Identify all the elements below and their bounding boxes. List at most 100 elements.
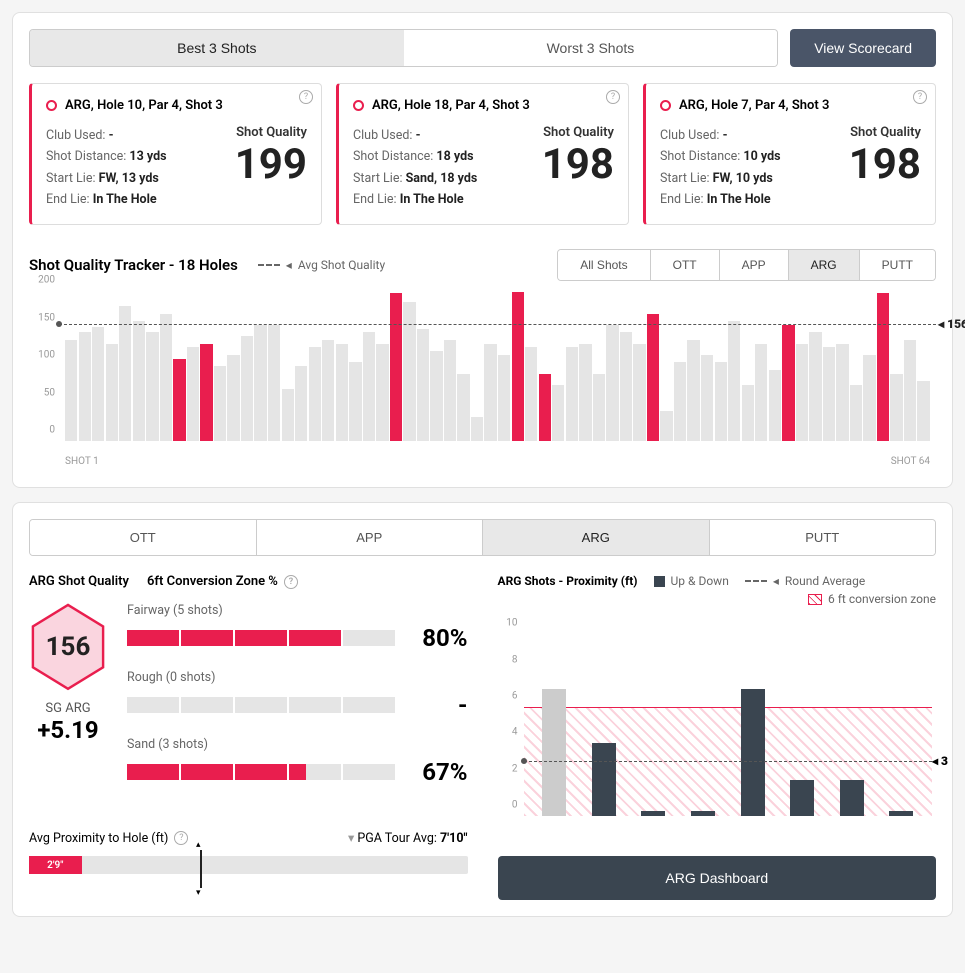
shot-card[interactable]: ? ARG, Hole 7, Par 4, Shot 3 Club Used: …: [643, 83, 936, 225]
filter-tab-ott[interactable]: OTT: [651, 250, 720, 280]
tracker-bar[interactable]: [877, 293, 889, 442]
tracker-bar[interactable]: [173, 359, 185, 442]
prox-bar[interactable]: [790, 780, 814, 816]
info-icon[interactable]: ?: [174, 831, 188, 845]
tracker-bar[interactable]: [471, 417, 483, 441]
tracker-bar[interactable]: [809, 332, 821, 441]
sq-value: 199: [235, 140, 307, 189]
tracker-bar[interactable]: [674, 362, 686, 441]
tracker-bar[interactable]: [390, 293, 402, 442]
tracker-bar[interactable]: [904, 340, 916, 441]
info-icon[interactable]: ?: [284, 575, 298, 589]
tracker-bar[interactable]: [579, 344, 591, 442]
bottom-tab-app[interactable]: APP: [257, 520, 484, 555]
tracker-bar[interactable]: [187, 347, 199, 441]
tracker-bar[interactable]: [687, 340, 699, 441]
prox-bar[interactable]: [592, 743, 616, 816]
filter-tab-all-shots[interactable]: All Shots: [558, 250, 650, 280]
view-scorecard-button[interactable]: View Scorecard: [790, 29, 936, 67]
worst-shots-tab[interactable]: Worst 3 Shots: [404, 30, 778, 66]
tracker-bar[interactable]: [863, 355, 875, 441]
tracker-bar[interactable]: [376, 344, 388, 442]
bottom-tab-putt[interactable]: PUTT: [710, 520, 936, 555]
prox-bar[interactable]: [741, 689, 765, 816]
tracker-bar[interactable]: [715, 362, 727, 441]
tracker-bar[interactable]: [241, 336, 253, 441]
tracker-bar[interactable]: [349, 362, 361, 441]
tracker-bar[interactable]: [79, 332, 91, 441]
filter-tab-putt[interactable]: PUTT: [860, 250, 935, 280]
ring-icon: [353, 100, 364, 111]
shot-card[interactable]: ? ARG, Hole 18, Par 4, Shot 3 Club Used:…: [336, 83, 629, 225]
tracker-bar[interactable]: [484, 344, 496, 442]
tracker-bar[interactable]: [728, 321, 740, 441]
best-shots-tab[interactable]: Best 3 Shots: [30, 30, 404, 66]
tracker-bar[interactable]: [322, 340, 334, 441]
tracker-bar[interactable]: [200, 344, 212, 442]
help-icon[interactable]: ?: [606, 90, 620, 104]
tracker-bar[interactable]: [106, 344, 118, 442]
tracker-bar[interactable]: [268, 325, 280, 441]
tracker-bar[interactable]: [444, 340, 456, 441]
tracker-bar[interactable]: [498, 355, 510, 441]
filter-tab-arg[interactable]: ARG: [789, 250, 860, 280]
tracker-bar[interactable]: [769, 370, 781, 441]
tracker-bar[interactable]: [133, 321, 145, 441]
tracker-bar[interactable]: [742, 385, 754, 441]
tracker-bar[interactable]: [647, 314, 659, 442]
prox-bar[interactable]: [641, 811, 665, 816]
prox-bar[interactable]: [840, 780, 864, 816]
bottom-tab-arg[interactable]: ARG: [483, 520, 710, 555]
tracker-bar[interactable]: [917, 381, 929, 441]
help-icon[interactable]: ?: [299, 90, 313, 104]
tracker-bar[interactable]: [146, 332, 158, 441]
tracker-bar[interactable]: [796, 344, 808, 442]
tracker-bar[interactable]: [620, 332, 632, 441]
conversion-row: Sand (3 shots) 67%: [127, 737, 468, 786]
tracker-bar[interactable]: [633, 344, 645, 442]
prox-bar[interactable]: [542, 689, 566, 816]
ring-icon: [46, 100, 57, 111]
tracker-bar[interactable]: [836, 344, 848, 442]
tracker-bar[interactable]: [160, 314, 172, 442]
tracker-bar[interactable]: [850, 385, 862, 441]
tracker-bar[interactable]: [254, 325, 266, 441]
tracker-bar[interactable]: [823, 347, 835, 441]
tracker-bar[interactable]: [593, 374, 605, 442]
sq-value: 198: [849, 140, 921, 189]
tracker-bar[interactable]: [92, 327, 104, 441]
tracker-bar[interactable]: [457, 374, 469, 442]
tracker-bar[interactable]: [417, 329, 429, 442]
tracker-bar[interactable]: [755, 344, 767, 442]
tracker-bar[interactable]: [606, 325, 618, 441]
tracker-bar[interactable]: [214, 366, 226, 441]
tracker-bar[interactable]: [363, 332, 375, 441]
bottom-tab-ott[interactable]: OTT: [30, 520, 257, 555]
tracker-bar[interactable]: [309, 347, 321, 441]
tracker-bar[interactable]: [295, 366, 307, 441]
tracker-bar[interactable]: [430, 351, 442, 441]
tracker-bar[interactable]: [660, 411, 672, 441]
tracker-bar[interactable]: [119, 306, 131, 441]
tracker-bar[interactable]: [525, 347, 537, 441]
tracker-bar[interactable]: [65, 340, 77, 441]
right-header-1: ARG Shots - Proximity (ft) Up & Down ◂Ro…: [498, 574, 937, 588]
tracker-bar[interactable]: [701, 355, 713, 441]
help-icon[interactable]: ?: [913, 90, 927, 104]
prox-bar-wrap: 2'9": [29, 856, 468, 882]
shot-card[interactable]: ? ARG, Hole 10, Par 4, Shot 3 Club Used:…: [29, 83, 322, 225]
arg-dashboard-button[interactable]: ARG Dashboard: [498, 856, 937, 900]
tracker-bar[interactable]: [227, 355, 239, 441]
tracker-bar[interactable]: [512, 292, 524, 441]
tracker-bar[interactable]: [336, 344, 348, 442]
tracker-bar[interactable]: [282, 389, 294, 442]
tracker-bar[interactable]: [890, 374, 902, 442]
quality-label: ARG Shot Quality: [29, 574, 129, 589]
tracker-bar[interactable]: [539, 374, 551, 442]
prox-bar[interactable]: [889, 811, 913, 816]
tracker-bar[interactable]: [566, 347, 578, 441]
tracker-bar[interactable]: [552, 385, 564, 441]
prox-bar[interactable]: [691, 811, 715, 816]
filter-tab-app[interactable]: APP: [720, 250, 789, 280]
tracker-bar[interactable]: [782, 325, 794, 441]
